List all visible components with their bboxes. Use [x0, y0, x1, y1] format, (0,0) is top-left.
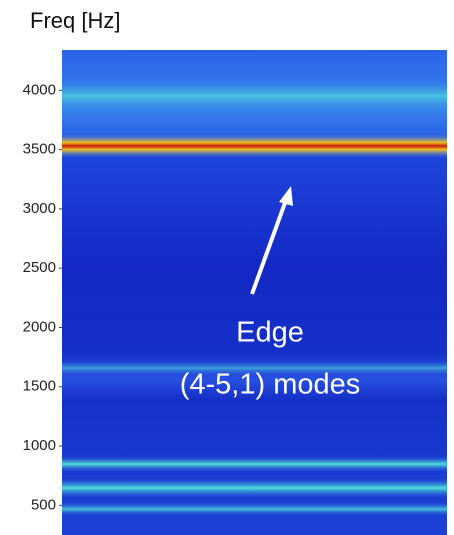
y-tick-label: 4000	[23, 81, 56, 98]
y-tick-label: 1500	[23, 378, 56, 395]
y-tick-label: 3500	[23, 141, 56, 158]
mode-band	[62, 360, 447, 376]
spectrogram: Edge (4-5,1) modes	[62, 50, 447, 535]
y-tick-label: 1000	[23, 437, 56, 454]
edge-band	[62, 134, 447, 158]
mode-band	[62, 478, 447, 498]
y-tick-label: 2000	[23, 318, 56, 335]
mode-band	[62, 502, 447, 516]
y-tick-label: 500	[31, 496, 56, 513]
mode-band	[62, 456, 447, 472]
annotation: Edge	[236, 317, 304, 349]
noise-band	[62, 76, 447, 116]
y-tick-label: 3000	[23, 200, 56, 217]
annotation: (4-5,1) modes	[180, 369, 361, 401]
arrow-head	[279, 186, 293, 206]
arrow	[250, 199, 288, 295]
y-axis-label: Freq [Hz]	[30, 8, 120, 33]
y-tick-label: 2500	[23, 259, 56, 276]
